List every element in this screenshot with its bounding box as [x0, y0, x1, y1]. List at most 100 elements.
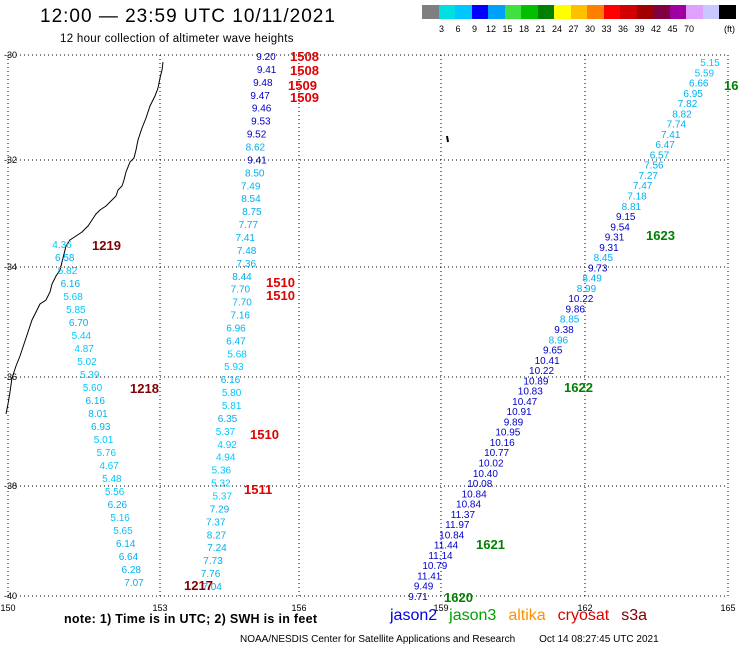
page-title: 12:00 — 23:59 UTC 10/11/2021 [40, 6, 336, 27]
pass-time-label: 1508 [290, 49, 319, 64]
wave-height-value: 8.27 [207, 530, 227, 541]
lat-label: -32 [4, 155, 17, 165]
page-subtitle: 12 hour collection of altimeter wave hei… [60, 33, 294, 45]
scale-label: 30 [584, 24, 596, 34]
wave-height-value: 7.47 [633, 181, 653, 192]
track-a-labels: 9.20 9.41 9.48 9.47 9.46 9.53 9.528.62 9.41 8.50… [201, 52, 277, 593]
scale-label: 24 [551, 24, 563, 34]
legend-altika: altika [508, 607, 546, 624]
wave-height-value: 8.01 [88, 409, 108, 420]
pass-time-label: 1509 [288, 78, 317, 93]
wave-height-value: 5.15 [700, 58, 720, 69]
wave-height-value: 5.37 [216, 427, 236, 438]
wave-height-value: 7.74 [667, 120, 687, 131]
pass-time-label: 1623 [646, 228, 675, 243]
small-island [446, 135, 449, 143]
scale-swatch [636, 5, 654, 19]
pass-time-label: 1508 [290, 63, 319, 78]
wave-height-value: 8.85 [560, 315, 580, 326]
wave-height-value: 10.40 [473, 469, 498, 480]
scale-swatch [488, 5, 505, 19]
wave-height-value: 6.14 [116, 539, 136, 550]
footer-timestamp: Oct 14 08:27:45 UTC 2021 [539, 634, 659, 645]
wave-height-value: 8.54 [241, 194, 261, 205]
wave-height-value: 9.46 [252, 104, 272, 115]
wave-height-value: 4.94 [216, 453, 236, 464]
map-grid: -30 -32 -34 -36 -38 -40 150 153 156 159 162 165 [0, 50, 735, 613]
wave-height-value: 9.47 [250, 91, 270, 102]
wave-height-value: 7.76 [201, 569, 221, 580]
wave-height-value: 10.22 [568, 294, 593, 305]
wave-height-value: 9.20 [256, 52, 276, 63]
wave-height-value: 7.82 [678, 99, 698, 110]
wave-height-value: 7.70 [231, 285, 251, 296]
legend-jason3: jason3 [449, 607, 497, 624]
pass-time-label: 1510 [250, 427, 279, 442]
wave-height-value: 9.73 [588, 263, 608, 274]
wave-height-value: 6.47 [655, 140, 675, 151]
scale-swatch [471, 5, 489, 19]
scale-label: 9 [471, 24, 478, 34]
legend-s3a: s3a [621, 607, 648, 624]
legend-jason2: jason2 [390, 607, 438, 624]
wave-height-value: 11.44 [434, 541, 459, 552]
legend-cryosat: cryosat [557, 607, 610, 624]
scale-swatch [702, 5, 720, 19]
wave-height-value: 9.48 [253, 78, 273, 89]
scale-unit: (ft) [724, 24, 735, 34]
wave-height-value: 9.86 [565, 304, 585, 315]
wave-height-value: 8.44 [232, 272, 252, 283]
wave-height-value: 10.22 [529, 366, 554, 377]
scale-swatch [719, 5, 736, 19]
scale-swatch [570, 5, 588, 19]
wave-height-value: 7.18 [627, 192, 647, 203]
footer: NOAA/NESDIS Center for Satellite Applica… [240, 634, 683, 645]
wave-height-value: 10.89 [523, 376, 548, 387]
wave-height-value: 5.59 [695, 68, 715, 79]
wave-height-value: 7.24 [207, 543, 227, 554]
wave-height-value: 5.56 [105, 487, 125, 498]
wave-height-value: 7.36 [237, 259, 257, 270]
scale-label: 45 [667, 24, 678, 34]
pass-time-label: 1219 [92, 238, 121, 253]
scale-swatch [603, 5, 621, 19]
wave-height-value: 7.73 [203, 556, 223, 567]
wave-height-value: 4.36 [52, 240, 72, 251]
wave-height-value: 10.95 [495, 428, 520, 439]
wave-height-value: 6.16 [221, 375, 241, 386]
pass-time-label: 1510 [266, 275, 295, 290]
wave-height-value: 9.52 [247, 130, 267, 141]
wave-height-value: 5.93 [224, 362, 244, 373]
wave-height-value: 8.50 [245, 168, 265, 179]
wave-height-value: 6.16 [85, 396, 105, 407]
wave-height-value: 5.32 [211, 479, 231, 490]
lon-label: 150 [0, 603, 15, 613]
wave-height-value: 4.92 [217, 440, 237, 451]
wave-height-value: 6.16 [61, 279, 81, 290]
wave-height-value: 10.84 [456, 500, 481, 511]
scale-swatch [504, 5, 522, 19]
wave-height-value: 6.96 [226, 323, 246, 334]
wave-height-value: 8.99 [577, 284, 597, 295]
wave-height-value: 6.26 [108, 500, 128, 511]
scale-label: 21 [535, 24, 546, 34]
wave-height-value: 7.16 [230, 311, 250, 322]
wave-height-value: 9.15 [616, 212, 636, 223]
wave-height-value: 8.62 [246, 142, 266, 153]
wave-height-value: 7.70 [232, 298, 252, 309]
scale-label: 27 [568, 24, 579, 34]
wave-height-value: 5.60 [83, 383, 103, 394]
lat-label: -34 [4, 262, 17, 272]
lon-label: 156 [291, 603, 306, 613]
wave-height-value: 6.58 [55, 253, 75, 264]
wave-height-value: 6.64 [119, 552, 139, 563]
wave-height-value: 5.02 [77, 357, 97, 368]
wave-height-value: 4.87 [74, 344, 94, 355]
wave-height-value: 10.77 [484, 448, 509, 459]
wave-height-value: 6.57 [650, 150, 670, 161]
scale-label: 18 [518, 24, 530, 34]
wave-height-value: 8.75 [242, 207, 262, 218]
scale-label: 15 [502, 24, 513, 34]
wave-height-value: 9.71 [408, 592, 428, 603]
wave-height-value: 10.41 [535, 356, 560, 367]
